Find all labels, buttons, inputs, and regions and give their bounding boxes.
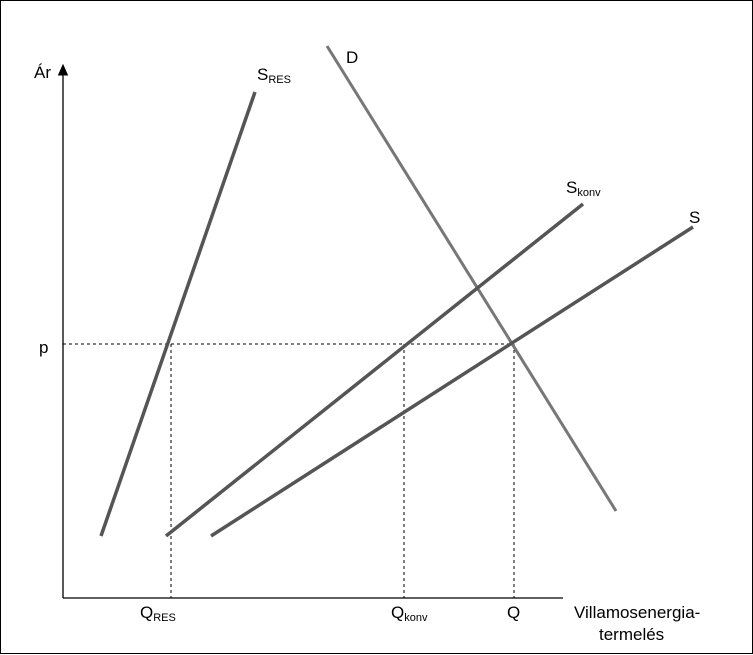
- s-konv-label: Skonv: [566, 178, 601, 199]
- q-konv-label: Qkonv: [391, 603, 428, 624]
- s-label: S: [689, 208, 700, 227]
- x-axis-label-line1: Villamosenergia-: [574, 603, 700, 622]
- s-res-label: SRES: [257, 65, 291, 86]
- demand-curve: [325, 45, 618, 512]
- q-res-label: QRES: [140, 603, 176, 624]
- price-label: p: [39, 338, 48, 357]
- d-label: D: [346, 48, 358, 67]
- s-total-curve: [210, 225, 694, 538]
- q-label: Q: [507, 603, 520, 622]
- s-res-curve: [99, 91, 257, 537]
- x-axis-label-line2: termelés: [599, 625, 664, 644]
- y-axis-label: Ár: [34, 63, 51, 82]
- s-konv-curve: [164, 202, 585, 538]
